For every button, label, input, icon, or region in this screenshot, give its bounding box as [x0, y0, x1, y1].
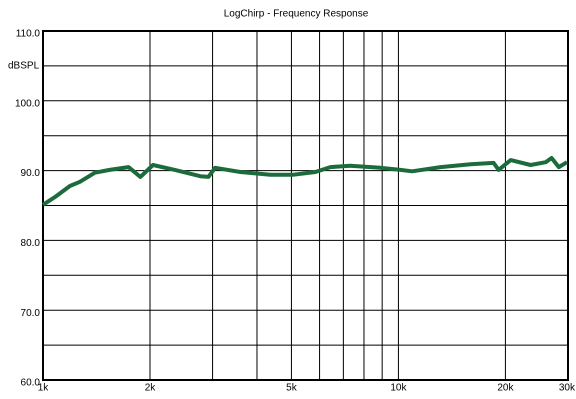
- x-tick-label: 30k: [559, 383, 576, 394]
- y-axis-label: dBSPL: [8, 61, 40, 72]
- x-tick-label: 5k: [286, 383, 298, 394]
- y-tick-label: 100.0: [15, 98, 40, 109]
- data-line: [41, 156, 569, 207]
- y-tick-label: 90.0: [21, 168, 41, 179]
- chart-title: LogChirp - Frequency Response: [224, 9, 369, 20]
- y-tick-label: 70.0: [21, 308, 41, 319]
- y-tick-label: 80.0: [21, 238, 41, 249]
- y-tick-label: 110.0: [16, 29, 41, 40]
- x-tick-label: 1k: [38, 383, 50, 394]
- y-tick-label: 60.0: [21, 378, 41, 389]
- x-tick-label: 10k: [390, 383, 407, 394]
- plot-frame: [42, 30, 569, 381]
- x-tick-label: 20k: [497, 383, 514, 394]
- x-tick-label: 2k: [145, 383, 157, 394]
